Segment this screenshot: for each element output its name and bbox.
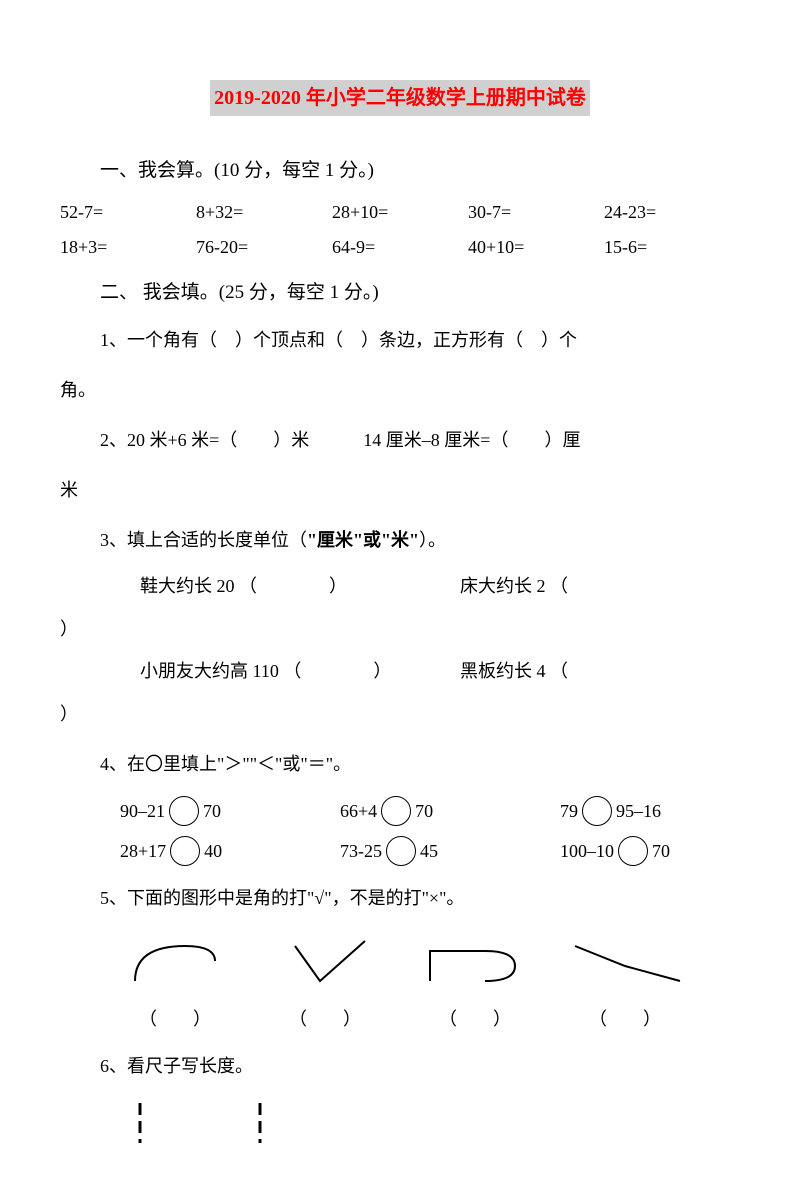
calc-item: 24-23= <box>604 198 740 227</box>
circle-blank <box>386 836 416 866</box>
q2-text: 2、20 米+6 米=（ ）米 14 厘米–8 厘米=（ ）厘 <box>100 430 580 450</box>
section1-header: 一、我会算。(10 分，每空 1 分。) <box>100 156 740 186</box>
q3b: ） <box>60 611 740 647</box>
q3c2: 黑板约长 4 （ <box>460 657 568 686</box>
shape-3 <box>405 936 545 995</box>
question-3: 3、填上合适的长度单位（"厘米"或"米"）。 <box>100 522 740 558</box>
question-2: 2、20 米+6 米=（ ）米 14 厘米–8 厘米=（ ）厘 <box>100 422 740 458</box>
check-angle-icon <box>265 936 385 986</box>
paren-row: （ ） （ ） （ ） （ ） <box>100 1005 700 1034</box>
question-4: 4、在〇里填上"＞""＜"或"＝"。 <box>100 746 740 782</box>
q1-cont: 角。 <box>60 372 740 408</box>
shape-2 <box>255 936 395 995</box>
paren-blank: （ ） <box>405 1005 545 1034</box>
q2-cont: 米 <box>60 472 740 508</box>
q3-bold: "厘米"或"米" <box>307 530 419 550</box>
circle-blank <box>170 836 200 866</box>
q3c: 小朋友大约高 110 （ ） <box>140 657 460 686</box>
exam-title: 2019-2020 年小学二年级数学上册期中试卷 <box>210 80 590 116</box>
q3a: 鞋大约长 20 （ ） <box>140 572 460 601</box>
shape-4 <box>555 936 695 995</box>
cmp-left: 66+4 <box>340 797 377 826</box>
cmp-right: 45 <box>420 837 438 866</box>
q3-text: 3、填上合适的长度单位（ <box>100 530 307 550</box>
cmp-left: 28+17 <box>120 837 166 866</box>
calc-item: 40+10= <box>468 233 604 262</box>
calc-item: 8+32= <box>196 198 332 227</box>
compare-item: 28+17 40 <box>120 836 280 866</box>
section2-header: 二、 我会填。(25 分，每空 1 分。) <box>100 278 740 308</box>
q3-line-c: 小朋友大约高 110 （ ） 黑板约长 4 （ <box>140 657 740 686</box>
curve-open-icon <box>115 936 235 986</box>
compare-item: 73-25 45 <box>340 836 500 866</box>
cmp-right: 70 <box>415 797 433 826</box>
paren-blank: （ ） <box>255 1005 395 1034</box>
question-5: 5、下面的图形中是角的打"√"，不是的打"×"。 <box>100 880 740 916</box>
ruler-marks <box>120 1098 740 1157</box>
shape-1 <box>105 936 245 995</box>
circle-blank <box>381 796 411 826</box>
circle-blank <box>582 796 612 826</box>
question-6: 6、看尺子写长度。 <box>100 1048 740 1084</box>
calc-item: 30-7= <box>468 198 604 227</box>
exam-page: 2019-2020 年小学二年级数学上册期中试卷 一、我会算。(10 分，每空 … <box>0 0 800 1196</box>
cmp-right: 40 <box>204 837 222 866</box>
rounded-shape-icon <box>415 936 535 986</box>
cmp-right: 70 <box>203 797 221 826</box>
compare-item: 100–10 70 <box>560 836 720 866</box>
cmp-right: 70 <box>652 837 670 866</box>
q1-text: 1、一个角有（ ）个顶点和（ ）条边，正方形有（ ）个 <box>100 330 577 350</box>
paren-blank: （ ） <box>105 1005 245 1034</box>
circle-blank <box>169 796 199 826</box>
cmp-left: 90–21 <box>120 797 165 826</box>
calc-row-2: 18+3= 76-20= 64-9= 40+10= 15-6= <box>60 233 740 262</box>
circle-blank <box>618 836 648 866</box>
ruler-ticks-icon <box>120 1098 320 1148</box>
compare-row-1: 90–21 70 66+4 70 79 95–16 <box>120 796 740 826</box>
shapes-row <box>100 936 700 995</box>
calc-item: 52-7= <box>60 198 196 227</box>
compare-item: 90–21 70 <box>120 796 280 826</box>
compare-item: 79 95–16 <box>560 796 720 826</box>
q3d: ） <box>60 696 740 732</box>
q3-line-a: 鞋大约长 20 （ ） 床大约长 2 （ <box>140 572 740 601</box>
compare-row-2: 28+17 40 73-25 45 100–10 70 <box>120 836 740 866</box>
cmp-left: 79 <box>560 797 578 826</box>
calc-item: 64-9= <box>332 233 468 262</box>
calc-row-1: 52-7= 8+32= 28+10= 30-7= 24-23= <box>60 198 740 227</box>
calc-item: 18+3= <box>60 233 196 262</box>
paren-blank: （ ） <box>555 1005 695 1034</box>
calc-item: 28+10= <box>332 198 468 227</box>
q3-end: ）。 <box>419 530 446 550</box>
question-1: 1、一个角有（ ）个顶点和（ ）条边，正方形有（ ）个 <box>100 322 740 358</box>
calc-item: 15-6= <box>604 233 740 262</box>
q3a2: 床大约长 2 （ <box>460 572 568 601</box>
compare-item: 66+4 70 <box>340 796 500 826</box>
title-wrap: 2019-2020 年小学二年级数学上册期中试卷 <box>60 80 740 140</box>
obtuse-angle-icon <box>565 936 685 986</box>
cmp-left: 100–10 <box>560 837 614 866</box>
cmp-left: 73-25 <box>340 837 382 866</box>
cmp-right: 95–16 <box>616 797 661 826</box>
calc-item: 76-20= <box>196 233 332 262</box>
